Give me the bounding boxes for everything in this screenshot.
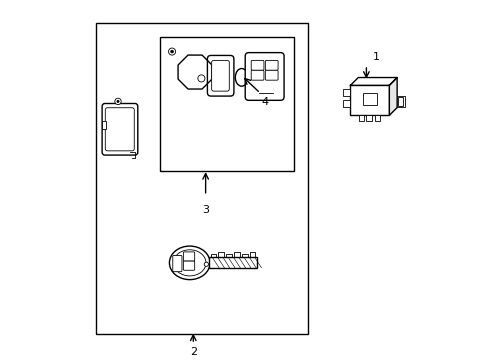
FancyBboxPatch shape [105, 108, 134, 151]
FancyBboxPatch shape [172, 256, 182, 272]
Bar [366, 115, 371, 121]
Bar [362, 93, 377, 105]
Bar [102, 121, 105, 129]
Ellipse shape [173, 250, 205, 276]
Circle shape [168, 48, 175, 55]
Bar [396, 96, 404, 107]
Ellipse shape [235, 68, 247, 86]
FancyBboxPatch shape [211, 60, 229, 91]
Circle shape [115, 98, 121, 104]
FancyBboxPatch shape [244, 53, 284, 100]
Text: 2: 2 [189, 347, 197, 357]
Bar [343, 89, 350, 96]
FancyBboxPatch shape [265, 60, 278, 70]
Text: 3: 3 [202, 204, 209, 215]
Polygon shape [209, 257, 256, 269]
FancyBboxPatch shape [102, 103, 138, 155]
FancyBboxPatch shape [251, 60, 264, 70]
Bar [343, 100, 350, 107]
Bar [397, 98, 403, 106]
FancyBboxPatch shape [265, 70, 278, 80]
Bar [350, 85, 388, 115]
FancyBboxPatch shape [183, 252, 194, 261]
FancyBboxPatch shape [207, 55, 233, 96]
Bar [358, 115, 364, 121]
Bar [96, 23, 307, 333]
Text: 4: 4 [261, 98, 268, 108]
Bar [374, 115, 379, 121]
Text: 1: 1 [372, 52, 379, 62]
Polygon shape [350, 77, 396, 85]
Polygon shape [388, 77, 396, 115]
Circle shape [198, 75, 204, 82]
Bar [160, 37, 293, 171]
Circle shape [204, 262, 208, 266]
Circle shape [170, 50, 173, 53]
Circle shape [117, 100, 119, 103]
Ellipse shape [169, 246, 210, 280]
Polygon shape [178, 55, 212, 89]
FancyBboxPatch shape [183, 261, 194, 270]
FancyBboxPatch shape [251, 70, 264, 80]
